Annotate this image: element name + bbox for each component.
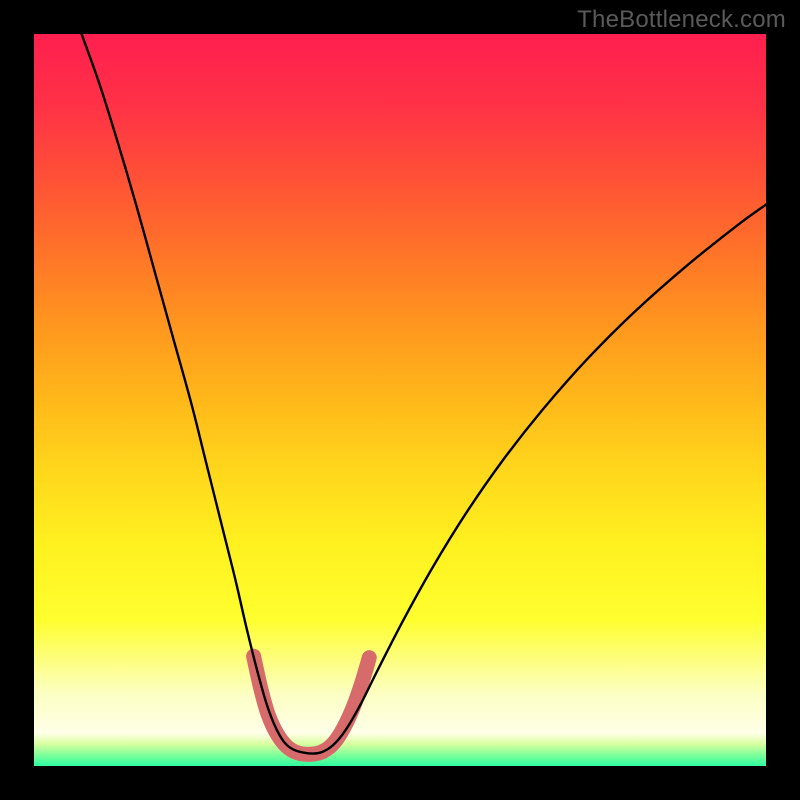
watermark-text: TheBottleneck.com [577, 6, 786, 34]
plot-svg [34, 34, 766, 766]
gradient-background [34, 34, 766, 766]
plot-area [34, 34, 766, 766]
chart-container: TheBottleneck.com [0, 0, 800, 800]
